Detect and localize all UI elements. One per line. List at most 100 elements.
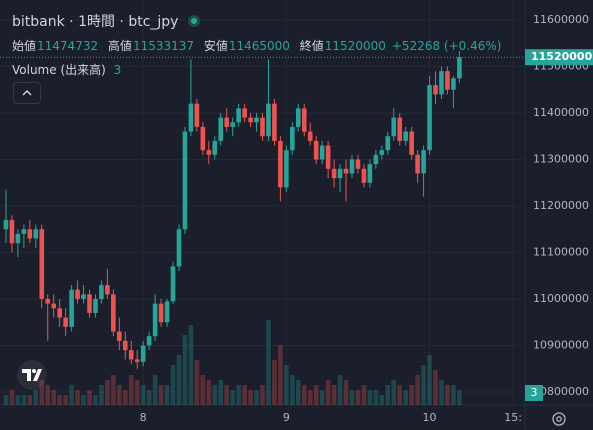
candle-body xyxy=(212,140,218,155)
volume-bar xyxy=(385,385,391,405)
settings-icon[interactable] xyxy=(552,412,566,426)
volume-bar xyxy=(242,385,247,405)
volume-bar xyxy=(403,390,408,405)
candle-body xyxy=(111,294,116,332)
volume-value: 3 xyxy=(113,63,122,77)
candle-body xyxy=(457,57,462,79)
candle-body xyxy=(284,150,289,188)
volume-bar xyxy=(51,390,56,405)
candle-body xyxy=(3,219,9,230)
volume-bar xyxy=(272,360,277,405)
candle-body xyxy=(409,131,414,155)
volume-bar xyxy=(295,380,301,405)
y-tick-label: 11400000 xyxy=(533,106,589,119)
candle-body xyxy=(57,308,62,318)
volume-bar xyxy=(176,355,182,405)
volume-bar xyxy=(134,380,140,405)
volume-row: Volume (出来高) 3 xyxy=(12,61,127,78)
volume-bar xyxy=(230,390,235,405)
candle-body xyxy=(421,150,426,174)
volume-bar xyxy=(27,395,33,405)
candle-body xyxy=(403,131,408,141)
high-label: 高値 xyxy=(107,39,132,53)
candle-body xyxy=(379,150,385,155)
volume-bar xyxy=(39,380,45,405)
ohlc-row: 始値11474732 高値11533137 安値11465000 終値11520… xyxy=(12,37,507,54)
candle-body xyxy=(75,289,80,299)
open-value: 11474732 xyxy=(37,39,99,53)
candle-body xyxy=(140,345,146,362)
volume-bar xyxy=(218,380,224,405)
candle-body xyxy=(427,85,432,151)
volume-bar xyxy=(391,380,397,405)
candle-body xyxy=(158,303,164,323)
volume-bar xyxy=(200,375,206,405)
x-tick-label: 8 xyxy=(140,411,147,424)
volume-bar xyxy=(439,380,444,405)
candle-body xyxy=(295,108,301,127)
volume-bar xyxy=(325,380,331,405)
volume-bar xyxy=(361,385,367,405)
volume-bar xyxy=(9,390,15,405)
candle-body xyxy=(266,103,271,137)
collapse-button[interactable] xyxy=(13,82,41,104)
y-tick-label: 11600000 xyxy=(533,13,589,26)
candle-body xyxy=(206,150,212,155)
candle-body xyxy=(27,229,33,239)
candle-body xyxy=(69,289,74,327)
candle-body xyxy=(278,140,283,188)
candle-body xyxy=(361,168,367,183)
volume-bar xyxy=(75,390,80,405)
volume-label: Volume (出来高) xyxy=(12,63,106,77)
candle-body xyxy=(230,122,235,127)
volume-bar xyxy=(224,385,230,405)
candle-body xyxy=(122,340,128,351)
volume-bar xyxy=(415,375,420,405)
volume-bar xyxy=(21,395,27,405)
volume-bar xyxy=(87,390,92,405)
volume-bar xyxy=(427,355,432,405)
x-tick-label: 10 xyxy=(423,411,437,424)
candle-body xyxy=(105,285,110,295)
candle-body xyxy=(9,219,15,244)
volume-bar xyxy=(146,390,152,405)
candle-body xyxy=(51,303,56,309)
volume-bar xyxy=(319,390,325,405)
volume-bar xyxy=(140,385,146,405)
volume-bar xyxy=(349,390,355,405)
last-price-box xyxy=(525,49,593,66)
volume-bar xyxy=(457,390,462,405)
volume-bar xyxy=(260,385,265,405)
volume-bar xyxy=(313,385,319,405)
candle-body xyxy=(367,164,373,183)
volume-bar xyxy=(105,380,110,405)
candle-body xyxy=(313,140,319,160)
volume-bar xyxy=(451,385,456,405)
candle-body xyxy=(45,298,51,304)
candle-body xyxy=(182,131,188,230)
volume-bar xyxy=(182,335,188,405)
last-volume-label: 3 xyxy=(531,386,538,399)
candle-body xyxy=(391,117,397,137)
status-dot xyxy=(188,15,201,27)
candle-body xyxy=(319,145,325,160)
header-title-row: bitbank · 1時間 · btc_jpy xyxy=(12,11,201,31)
candle-body xyxy=(21,229,27,234)
y-tick-label: 11300000 xyxy=(533,152,589,165)
open-label: 始値 xyxy=(12,39,37,53)
volume-bar xyxy=(93,395,98,405)
candle-body xyxy=(134,359,140,362)
volume-bar xyxy=(284,365,289,405)
candle-body xyxy=(33,229,39,239)
volume-bar xyxy=(164,385,170,405)
candle-body xyxy=(331,168,337,179)
volume-bar xyxy=(57,395,62,405)
y-tick-label: 10800000 xyxy=(533,385,589,398)
volume-bar xyxy=(99,385,104,405)
volume-bar xyxy=(111,375,116,405)
candle-body xyxy=(343,168,349,174)
volume-bar xyxy=(212,385,218,405)
candle-body xyxy=(290,126,295,151)
